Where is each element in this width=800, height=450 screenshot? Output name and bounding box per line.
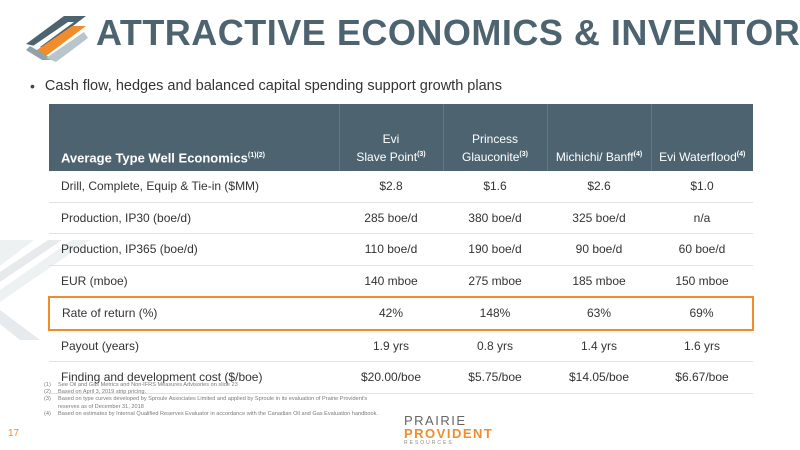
table-header-row: Average Type Well Economics(1)(2) Evi Sla… xyxy=(49,104,753,171)
bullet-point: • Cash flow, hedges and balanced capital… xyxy=(30,78,502,94)
table-cell: 140 mboe xyxy=(339,265,443,298)
table-cell: 1.4 yrs xyxy=(547,329,651,362)
brand-logo: PRAIRIE PROVIDENT RESOURCES xyxy=(404,414,493,446)
row-metric: Rate of return (%) xyxy=(48,296,339,331)
table-row: EUR (mboe) 140 mboe 275 mboe 185 mboe 15… xyxy=(49,265,753,298)
table-row-highlighted: Rate of return (%) 42% 148% 63% 69% xyxy=(48,296,754,331)
row-metric: Production, IP30 (boe/d) xyxy=(49,202,339,234)
table-cell: 0.8 yrs xyxy=(443,329,547,362)
table-cell: $20.00/boe xyxy=(339,361,443,394)
table-cell: 1.6 yrs xyxy=(651,329,753,362)
table-cell: $5.75/boe xyxy=(443,361,547,394)
header-evi-slave-point: Evi Slave Point(3) xyxy=(339,104,444,171)
table-cell: $1.6 xyxy=(443,171,547,203)
table-cell: 190 boe/d xyxy=(443,233,547,266)
table-row: Drill, Complete, Equip & Tie-in ($MM) $2… xyxy=(49,171,753,203)
footnotes: (1) See Oil and Gas Metrics and Non-IFRS … xyxy=(44,382,384,418)
well-economics-table: Average Type Well Economics(1)(2) Evi Sla… xyxy=(48,104,754,394)
slide-title: ATTRACTIVE ECONOMICS & INVENTORY xyxy=(96,12,800,53)
table-cell: n/a xyxy=(651,202,753,234)
table-cell: 63% xyxy=(547,296,651,331)
page-number: 17 xyxy=(8,428,20,439)
table-cell: 275 mboe xyxy=(443,265,547,298)
header-evi-waterflood: Evi Waterflood(4) xyxy=(651,104,753,171)
row-metric: EUR (mboe) xyxy=(49,265,339,298)
table-cell: 42% xyxy=(339,296,443,331)
footnote: (4) Based on estimates by Internal Qualif… xyxy=(44,410,378,417)
table-cell: 380 boe/d xyxy=(443,202,547,234)
prairie-field-logo-icon xyxy=(26,16,88,62)
brand-name-line3: RESOURCES xyxy=(404,440,454,446)
table-cell: 285 boe/d xyxy=(339,202,443,234)
row-metric: Finding and development cost ($/boe) xyxy=(49,361,339,394)
table-cell: $2.8 xyxy=(339,171,443,203)
row-metric: Drill, Complete, Equip & Tie-in ($MM) xyxy=(49,171,339,203)
table-row: Production, IP30 (boe/d) 285 boe/d 380 b… xyxy=(49,202,753,234)
table-cell: $14.05/boe xyxy=(547,361,651,394)
table-cell: $6.67/boe xyxy=(651,361,753,394)
bullet-dot-icon: • xyxy=(30,78,35,94)
brand-name-line1: PRAIRIE xyxy=(404,413,467,428)
table-cell: $2.6 xyxy=(547,171,651,203)
row-metric: Production, IP365 (boe/d) xyxy=(49,233,339,266)
footnote: (3) Based on type curves developed by Spr… xyxy=(44,396,368,410)
table-row: Finding and development cost ($/boe) $20… xyxy=(49,361,753,394)
brand-name-line2: PROVIDENT xyxy=(404,426,494,441)
table-row: Payout (years) 1.9 yrs 0.8 yrs 1.4 yrs 1… xyxy=(49,329,753,362)
row-metric: Payout (years) xyxy=(49,329,339,362)
table-cell: 69% xyxy=(651,296,754,331)
header-michichi-banff: Michichi/ Banff(4) xyxy=(547,104,652,171)
table-cell: 60 boe/d xyxy=(651,233,753,266)
table-cell: 90 boe/d xyxy=(547,233,651,266)
table-cell: 148% xyxy=(443,296,547,331)
footnote: (2) Based on April 3, 2019 strip pricing. xyxy=(44,389,146,396)
table-cell: 150 mboe xyxy=(651,265,753,298)
table-cell: 1.9 yrs xyxy=(339,329,443,362)
table-cell: 110 boe/d xyxy=(339,233,443,266)
table-cell: 325 boe/d xyxy=(547,202,651,234)
table-cell: $1.0 xyxy=(651,171,753,203)
bullet-text: Cash flow, hedges and balanced capital s… xyxy=(44,78,502,94)
table-row: Production, IP365 (boe/d) 110 boe/d 190 … xyxy=(49,233,753,266)
table-cell: 185 mboe xyxy=(547,265,651,298)
footnote: (1) See Oil and Gas Metrics and Non-IFRS … xyxy=(44,382,238,388)
header-metric: Average Type Well Economics(1)(2) xyxy=(49,104,340,171)
header-princess-glauconite: Princess Glauconite(3) xyxy=(443,104,548,171)
